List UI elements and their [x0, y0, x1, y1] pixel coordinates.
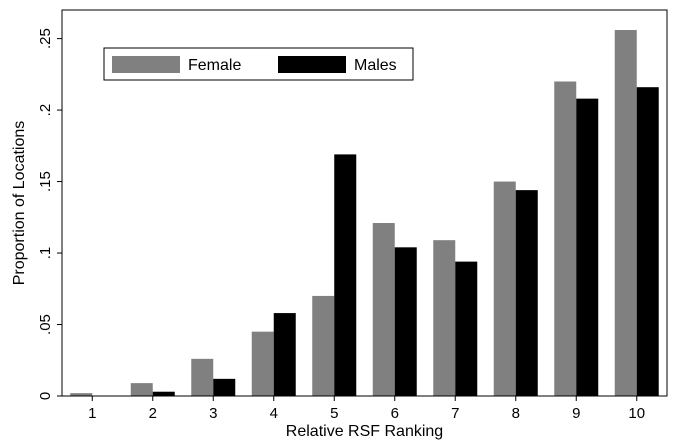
y-tick-label-0: 0 — [37, 392, 54, 400]
bar-female-6 — [372, 223, 395, 396]
bar-female-7 — [433, 240, 456, 396]
legend: Female Males — [103, 47, 414, 81]
x-tick-label-4: 4 — [270, 405, 278, 422]
y-tick-label-2: .1 — [37, 247, 54, 260]
y-axis-title: Proportion of Locations — [11, 121, 28, 286]
bar-female-9 — [554, 81, 577, 397]
bar-female-4 — [251, 331, 274, 396]
x-tick-label-3: 3 — [209, 405, 217, 422]
bar-female-3 — [191, 358, 214, 396]
y-tick-label-4: .2 — [37, 104, 54, 117]
bar-males-6 — [394, 247, 417, 396]
bar-males-8 — [515, 190, 538, 396]
bar-female-2 — [130, 383, 153, 396]
bar-males-5 — [334, 154, 357, 396]
legend-label-males: Males — [354, 57, 397, 74]
x-axis-title: Relative RSF Ranking — [286, 423, 443, 440]
bar-female-8 — [493, 181, 516, 396]
bar-female-5 — [312, 295, 335, 396]
legend-key-males — [278, 56, 346, 73]
bar-males-10 — [636, 87, 659, 396]
bar-males-4 — [273, 313, 296, 396]
legend-label-female: Female — [188, 57, 241, 74]
bar-female-10 — [614, 30, 637, 397]
y-tick-label-1: .05 — [37, 314, 54, 335]
y-tick-label-5: .25 — [37, 28, 54, 49]
x-tick-label-8: 8 — [512, 405, 520, 422]
y-tick-label-3: .15 — [37, 171, 54, 192]
bar-males-3 — [213, 378, 236, 396]
x-tick-label-6: 6 — [391, 405, 399, 422]
legend-key-female — [112, 56, 180, 73]
plot-frame — [61, 9, 668, 397]
x-tick-label-1: 1 — [88, 405, 96, 422]
bar-males-7 — [455, 261, 478, 396]
bar-female-1 — [70, 393, 93, 396]
bar-males-2 — [152, 391, 175, 396]
x-tick-label-2: 2 — [149, 405, 157, 422]
x-tick-label-9: 9 — [572, 405, 580, 422]
bar-males-9 — [576, 98, 599, 397]
axes-group: 1 2 3 4 5 6 7 8 9 10 0 .05 .1 .15 .2 .25 Relative RSF Ra… — [11, 9, 668, 440]
x-tick-label-5: 5 — [330, 405, 338, 422]
x-tick-label-10: 10 — [628, 405, 645, 422]
bars-group — [70, 30, 659, 397]
x-tick-label-7: 7 — [451, 405, 459, 422]
